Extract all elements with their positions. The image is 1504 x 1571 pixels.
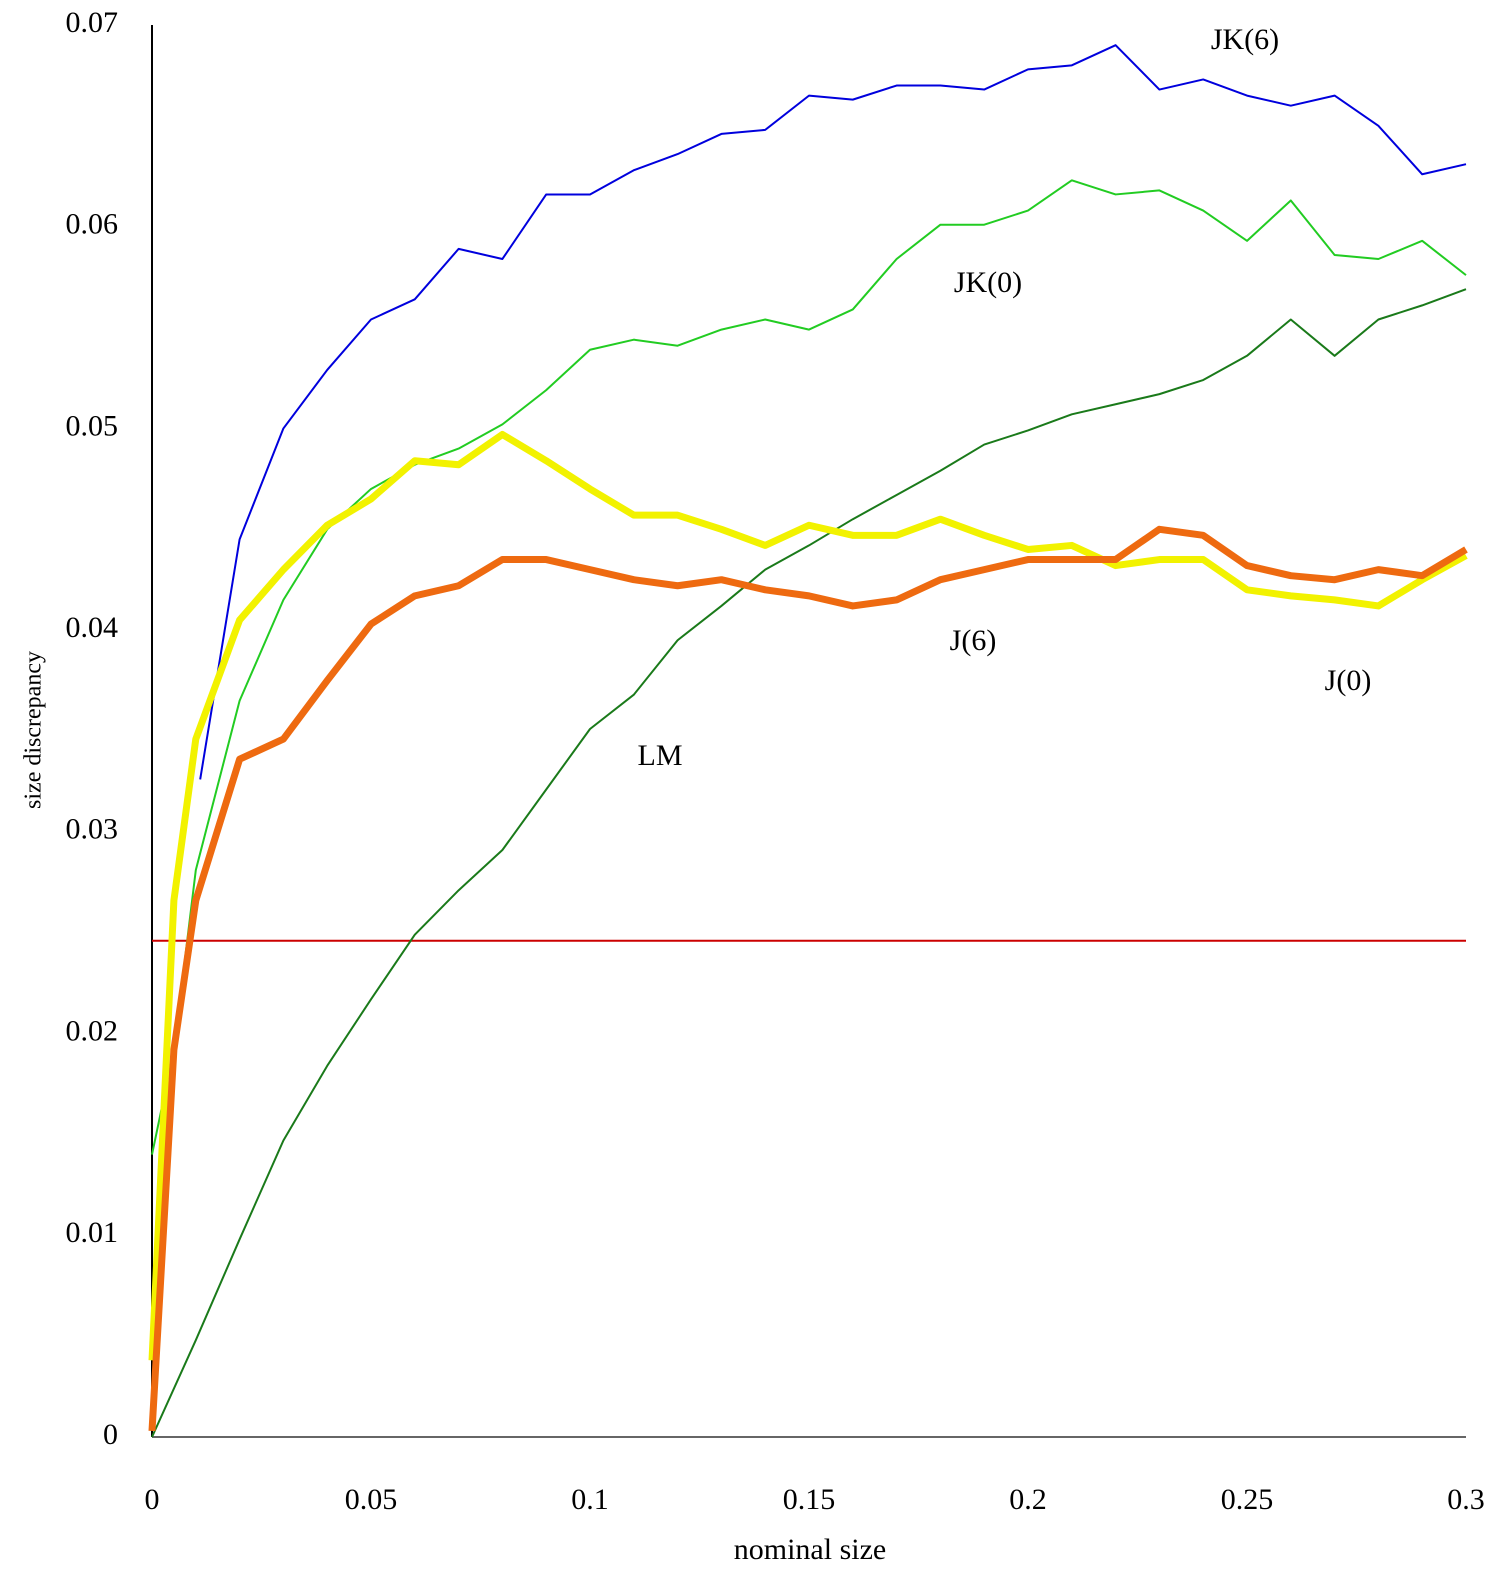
series-line [148, 430, 1468, 1361]
x-axis-label: nominal size [734, 1533, 886, 1566]
x-tick-label: 0.1 [571, 1483, 609, 1516]
series-label: JK(0) [954, 266, 1022, 299]
x-tick-label: 0.2 [1009, 1483, 1047, 1516]
y-axis-label: size discrepancy [21, 651, 47, 809]
y-tick-label: 0 [103, 1418, 118, 1451]
y-tick-label: 0.03 [66, 813, 119, 846]
x-tick-label: 0.25 [1221, 1483, 1274, 1516]
x-tick-label: 0 [145, 1483, 160, 1516]
series-label: LM [638, 739, 683, 772]
y-tick-label: 0.05 [66, 409, 119, 442]
series-label: J(6) [950, 624, 997, 657]
series-label: JK(6) [1211, 23, 1279, 56]
x-tick-label: 0.3 [1447, 1483, 1485, 1516]
x-tick-label: 0.05 [345, 1483, 398, 1516]
series-line [199, 44, 1467, 780]
y-tick-label: 0.06 [66, 208, 119, 241]
series-line [151, 288, 1467, 1438]
y-tick-label: 0.01 [66, 1216, 119, 1249]
y-tick-label: 0.04 [66, 611, 119, 644]
series-line [148, 525, 1468, 1432]
x-tick-label: 0.15 [783, 1483, 836, 1516]
y-tick-label: 0.07 [66, 6, 119, 39]
series-line [151, 179, 1467, 1155]
series-label: J(0) [1325, 664, 1372, 697]
y-tick-label: 0.02 [66, 1014, 119, 1047]
